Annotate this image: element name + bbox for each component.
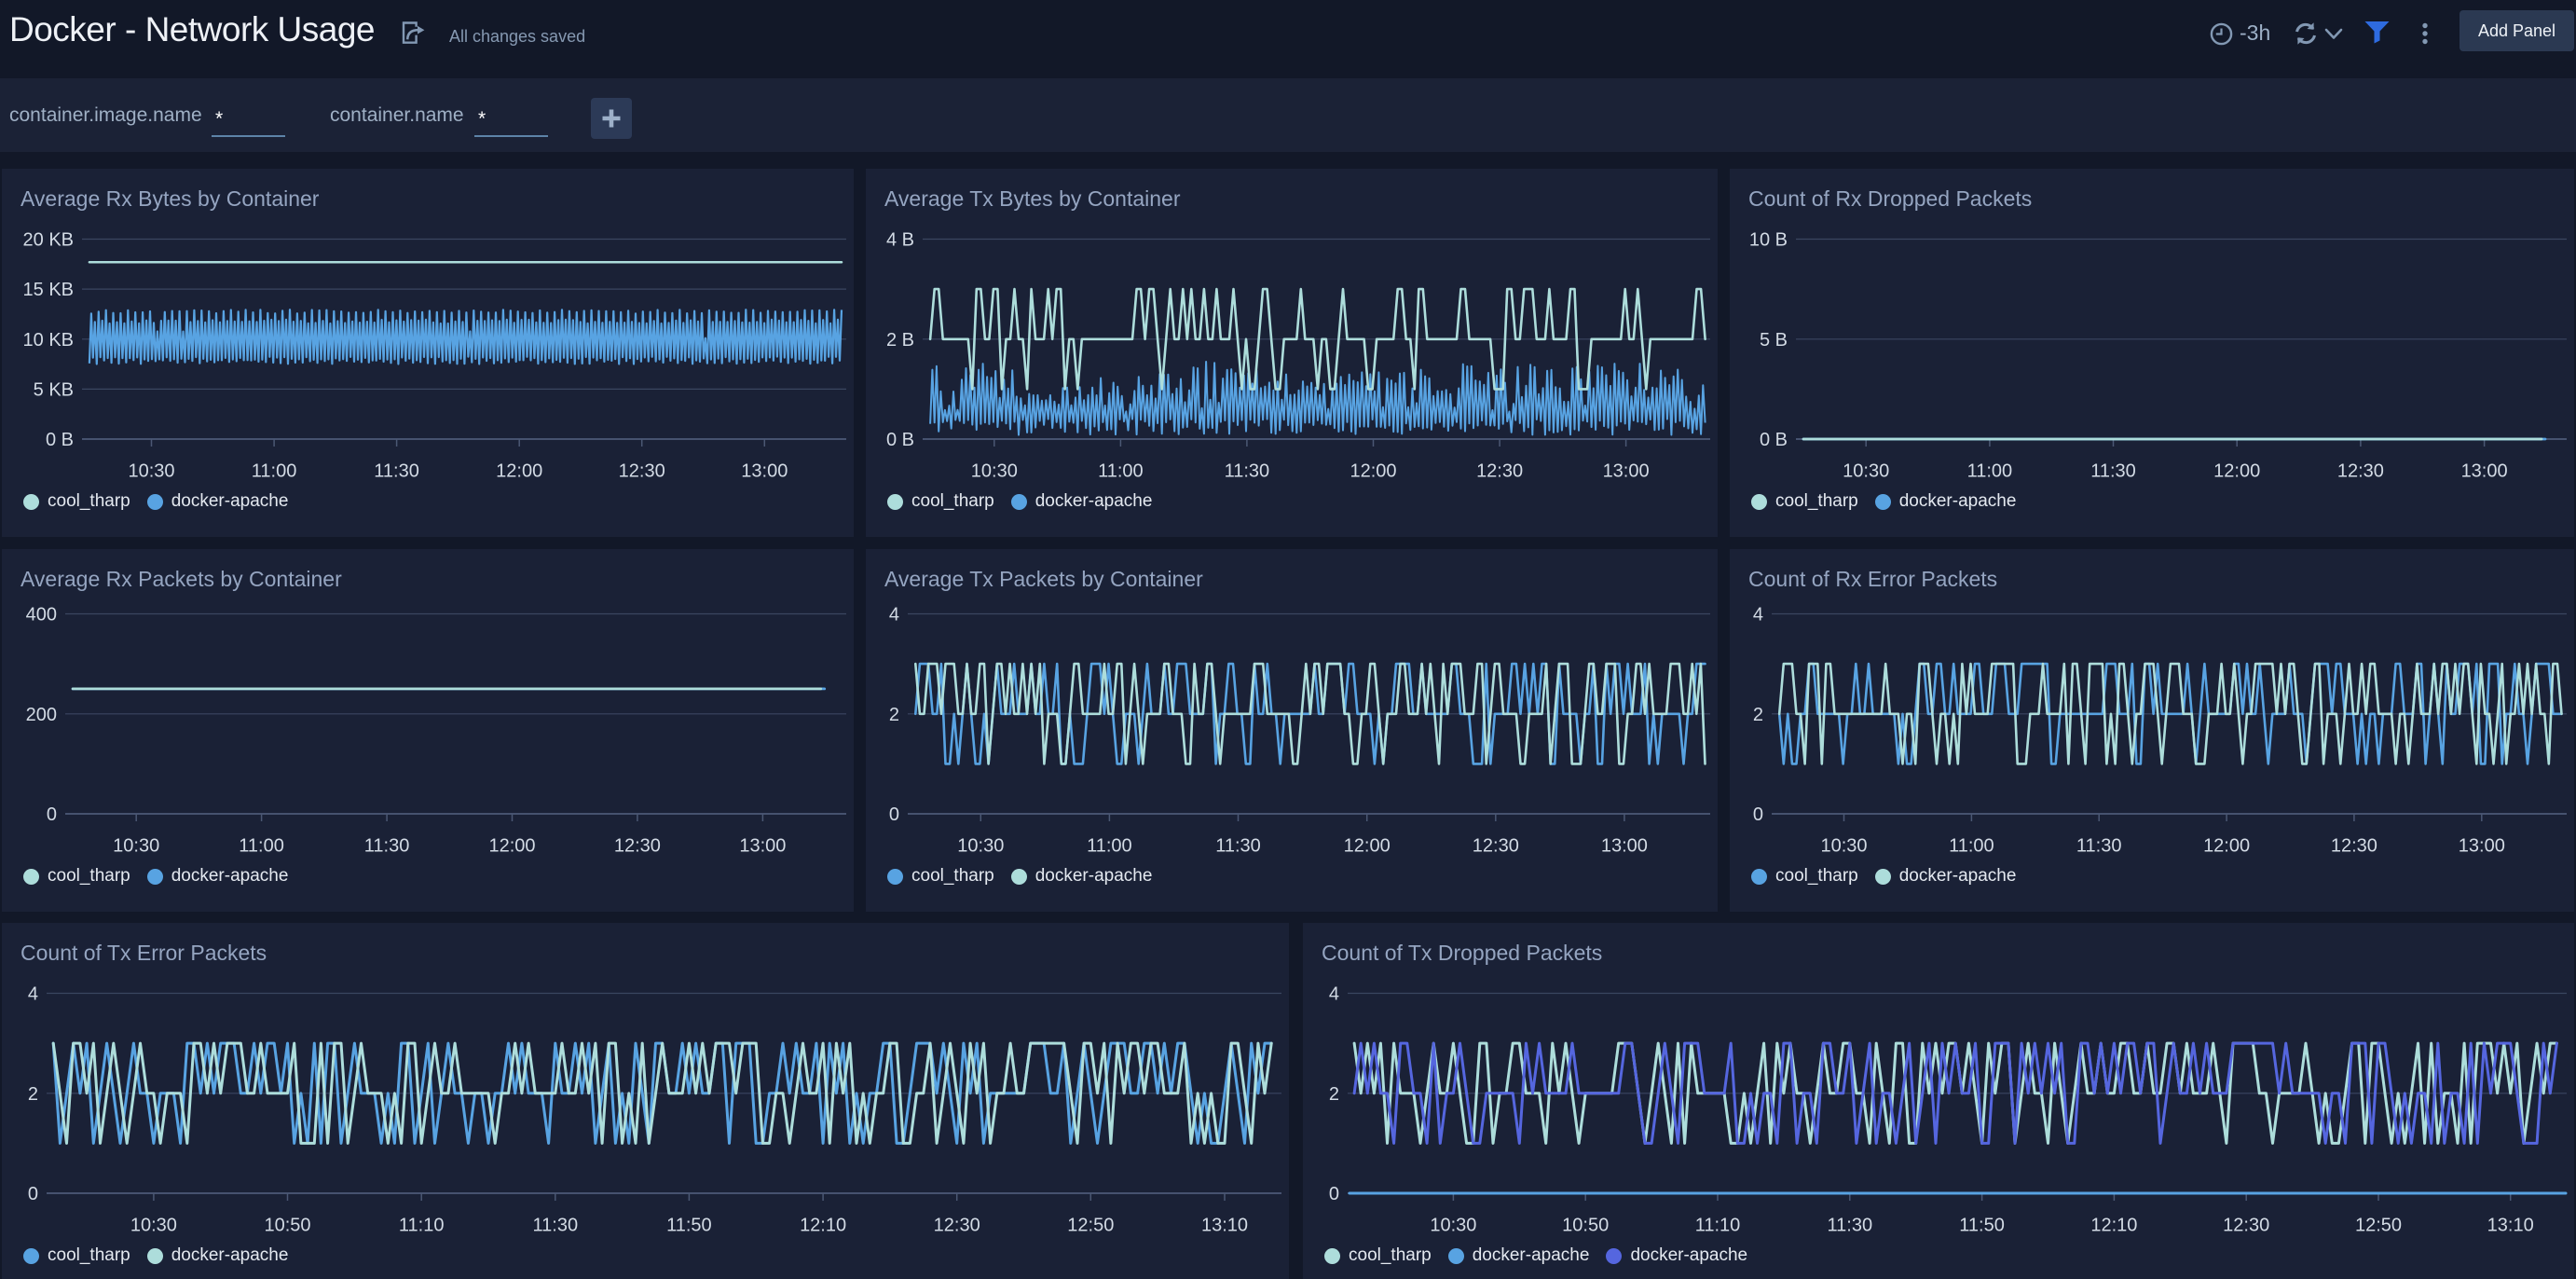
svg-text:15 KB: 15 KB: [23, 280, 74, 300]
svg-text:2: 2: [1329, 1084, 1339, 1105]
svg-text:4: 4: [28, 984, 38, 1005]
svg-text:0: 0: [28, 1184, 38, 1204]
svg-text:12:50: 12:50: [1067, 1216, 1114, 1236]
svg-text:11:30: 11:30: [2076, 836, 2122, 857]
svg-text:400: 400: [26, 605, 57, 626]
svg-text:11:30: 11:30: [1215, 836, 1261, 857]
svg-text:11:30: 11:30: [374, 461, 419, 482]
svg-text:10:30: 10:30: [1820, 836, 1867, 857]
svg-text:11:30: 11:30: [533, 1216, 579, 1236]
svg-text:13:00: 13:00: [741, 461, 788, 482]
svg-text:11:30: 11:30: [1828, 1216, 1873, 1236]
svg-text:200: 200: [26, 705, 57, 725]
svg-text:13:00: 13:00: [1601, 836, 1648, 857]
svg-text:13:00: 13:00: [2459, 836, 2505, 857]
svg-text:12:30: 12:30: [1476, 461, 1523, 482]
svg-text:11:30: 11:30: [1225, 461, 1270, 482]
svg-text:11:00: 11:00: [1087, 836, 1132, 857]
svg-text:2: 2: [28, 1084, 38, 1105]
svg-text:11:10: 11:10: [399, 1216, 445, 1236]
svg-text:2 B: 2 B: [886, 330, 914, 351]
svg-text:4: 4: [889, 605, 899, 626]
svg-text:11:00: 11:00: [1949, 836, 1994, 857]
svg-text:4 B: 4 B: [886, 230, 914, 251]
svg-text:11:50: 11:50: [1959, 1216, 2005, 1236]
svg-text:10 B: 10 B: [1749, 230, 1788, 251]
svg-text:13:00: 13:00: [1603, 461, 1650, 482]
svg-text:0 B: 0 B: [1760, 430, 1788, 450]
svg-text:12:00: 12:00: [1350, 461, 1396, 482]
svg-text:12:00: 12:00: [496, 461, 542, 482]
svg-text:10:30: 10:30: [128, 461, 174, 482]
svg-text:12:00: 12:00: [1344, 836, 1391, 857]
svg-text:5 KB: 5 KB: [34, 379, 74, 400]
svg-text:11:30: 11:30: [2090, 461, 2136, 482]
svg-text:20 KB: 20 KB: [23, 230, 74, 251]
svg-text:10:50: 10:50: [1562, 1216, 1609, 1236]
svg-text:12:10: 12:10: [800, 1216, 846, 1236]
svg-text:12:10: 12:10: [2090, 1216, 2137, 1236]
svg-text:12:00: 12:00: [2203, 836, 2250, 857]
svg-text:12:30: 12:30: [2223, 1216, 2269, 1236]
svg-text:12:30: 12:30: [1473, 836, 1519, 857]
svg-text:0: 0: [1329, 1184, 1339, 1204]
svg-text:4: 4: [1753, 605, 1763, 626]
svg-text:11:00: 11:00: [252, 461, 297, 482]
svg-text:13:10: 13:10: [2487, 1216, 2534, 1236]
svg-text:12:30: 12:30: [2331, 836, 2377, 857]
svg-text:5 B: 5 B: [1760, 330, 1788, 351]
svg-text:0: 0: [47, 805, 57, 825]
svg-text:10:30: 10:30: [971, 461, 1018, 482]
svg-text:11:30: 11:30: [364, 836, 410, 857]
svg-text:10:30: 10:30: [130, 1216, 177, 1236]
svg-text:13:00: 13:00: [2461, 461, 2508, 482]
svg-text:10:30: 10:30: [957, 836, 1004, 857]
svg-text:11:50: 11:50: [666, 1216, 712, 1236]
svg-text:13:00: 13:00: [739, 836, 786, 857]
svg-text:12:00: 12:00: [2213, 461, 2260, 482]
svg-text:0 B: 0 B: [886, 430, 914, 450]
svg-text:12:30: 12:30: [614, 836, 661, 857]
svg-text:12:30: 12:30: [619, 461, 665, 482]
svg-text:11:00: 11:00: [1967, 461, 2013, 482]
svg-text:10:50: 10:50: [264, 1216, 310, 1236]
svg-text:12:30: 12:30: [2337, 461, 2384, 482]
svg-text:0: 0: [1753, 805, 1763, 825]
svg-text:10:30: 10:30: [113, 836, 159, 857]
svg-text:10 KB: 10 KB: [23, 330, 74, 351]
svg-text:4: 4: [1329, 984, 1339, 1005]
svg-text:10:30: 10:30: [1430, 1216, 1476, 1236]
svg-text:0 B: 0 B: [46, 430, 74, 450]
svg-text:12:50: 12:50: [2355, 1216, 2402, 1236]
svg-text:0: 0: [889, 805, 899, 825]
svg-text:2: 2: [1753, 705, 1763, 725]
svg-text:11:10: 11:10: [1695, 1216, 1741, 1236]
svg-text:11:00: 11:00: [1098, 461, 1144, 482]
svg-text:11:00: 11:00: [239, 836, 284, 857]
svg-text:12:30: 12:30: [934, 1216, 980, 1236]
svg-text:2: 2: [889, 705, 899, 725]
svg-text:10:30: 10:30: [1843, 461, 1889, 482]
svg-text:12:00: 12:00: [488, 836, 535, 857]
svg-text:13:10: 13:10: [1201, 1216, 1248, 1236]
